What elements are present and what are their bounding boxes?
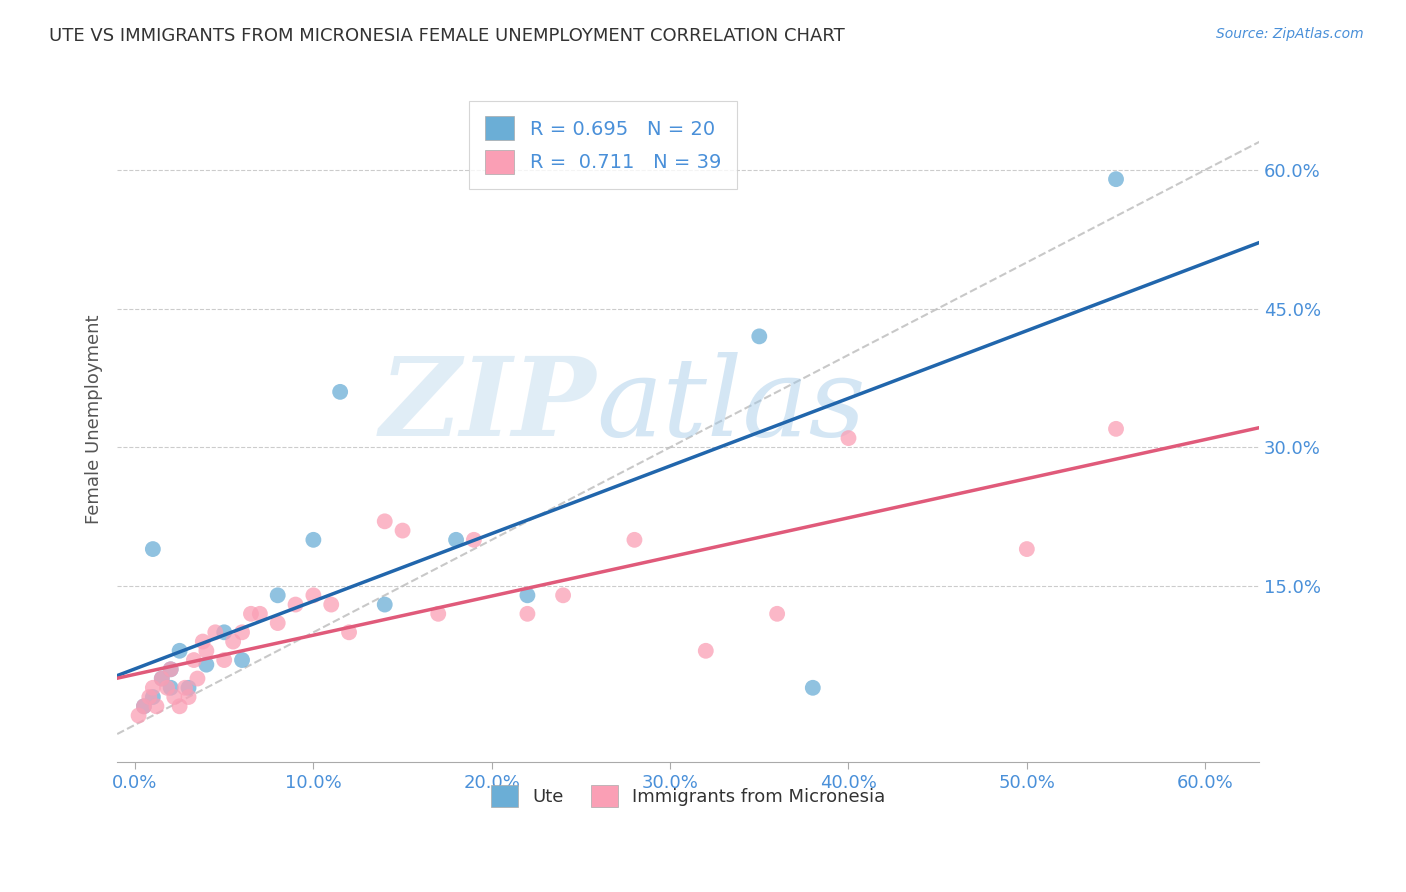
Text: atlas: atlas xyxy=(596,352,866,459)
Point xyxy=(132,699,155,714)
Point xyxy=(1015,542,1038,557)
Point xyxy=(212,653,235,667)
Point xyxy=(766,607,789,621)
Point xyxy=(132,699,155,714)
Point xyxy=(231,653,253,667)
Point xyxy=(1105,422,1128,436)
Point xyxy=(374,514,396,528)
Point xyxy=(163,690,186,704)
Legend: Ute, Immigrants from Micronesia: Ute, Immigrants from Micronesia xyxy=(484,778,893,814)
Point xyxy=(374,598,396,612)
Point xyxy=(183,653,205,667)
Point xyxy=(444,533,467,547)
Point xyxy=(231,625,253,640)
Point xyxy=(142,542,165,557)
Point xyxy=(267,615,290,630)
Point xyxy=(516,588,538,602)
Point xyxy=(142,681,165,695)
Point xyxy=(212,625,235,640)
Point xyxy=(284,598,307,612)
Point xyxy=(623,533,645,547)
Point xyxy=(191,634,214,648)
Point xyxy=(391,524,413,538)
Point xyxy=(801,681,824,695)
Point xyxy=(159,662,181,676)
Point xyxy=(169,644,191,658)
Point xyxy=(1105,172,1128,186)
Point xyxy=(249,607,271,621)
Point xyxy=(837,431,859,445)
Point xyxy=(195,657,218,672)
Point xyxy=(177,690,200,704)
Point xyxy=(748,329,770,343)
Point xyxy=(222,634,245,648)
Point xyxy=(169,699,191,714)
Point xyxy=(329,384,352,399)
Point xyxy=(239,607,262,621)
Point xyxy=(177,681,200,695)
Point xyxy=(551,588,574,602)
Point xyxy=(156,681,179,695)
Point xyxy=(159,662,181,676)
Point xyxy=(195,644,218,658)
Point xyxy=(204,625,226,640)
Point xyxy=(142,690,165,704)
Y-axis label: Female Unemployment: Female Unemployment xyxy=(86,315,103,524)
Point xyxy=(128,708,150,723)
Point xyxy=(516,607,538,621)
Point xyxy=(463,533,485,547)
Point xyxy=(695,644,717,658)
Point xyxy=(150,672,173,686)
Text: ZIP: ZIP xyxy=(380,352,596,459)
Point xyxy=(150,672,173,686)
Point xyxy=(321,598,343,612)
Point xyxy=(427,607,450,621)
Point xyxy=(186,672,208,686)
Point xyxy=(159,681,181,695)
Point xyxy=(337,625,360,640)
Point xyxy=(145,699,167,714)
Text: Source: ZipAtlas.com: Source: ZipAtlas.com xyxy=(1216,27,1364,41)
Point xyxy=(302,533,325,547)
Point xyxy=(302,588,325,602)
Text: UTE VS IMMIGRANTS FROM MICRONESIA FEMALE UNEMPLOYMENT CORRELATION CHART: UTE VS IMMIGRANTS FROM MICRONESIA FEMALE… xyxy=(49,27,845,45)
Point xyxy=(267,588,290,602)
Point xyxy=(138,690,160,704)
Point xyxy=(174,681,197,695)
